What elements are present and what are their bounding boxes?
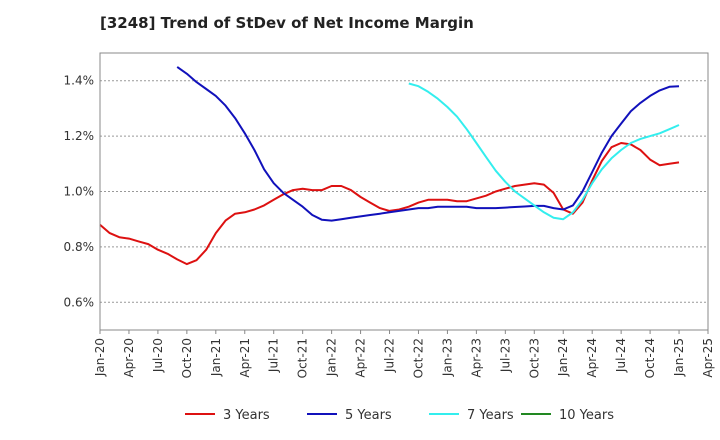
x-tick-label: Apr-20 xyxy=(122,338,136,378)
series-line-3-years xyxy=(99,142,680,266)
y-tick-label: 1.0% xyxy=(64,185,95,199)
x-tick-label: Oct-21 xyxy=(296,338,310,378)
legend-label: 10 Years xyxy=(559,408,614,423)
legend-label: 7 Years xyxy=(467,408,514,423)
x-tick-label: Jul-23 xyxy=(498,338,512,373)
x-tick-label: Jul-22 xyxy=(383,338,397,373)
series-lines xyxy=(99,66,680,266)
x-tick-label: Apr-23 xyxy=(469,338,483,378)
x-tick-label: Jan-25 xyxy=(672,338,686,377)
x-axis-ticks: Jan-20 Apr-20 Jul-20 Oct-20 Jan-21 Apr-21 Jul-… xyxy=(93,330,715,378)
x-tick-label: Jan-24 xyxy=(556,338,570,377)
y-tick-label: 0.6% xyxy=(64,295,95,309)
x-tick-label: Apr-21 xyxy=(238,338,252,378)
x-tick-label: Apr-22 xyxy=(354,338,368,378)
x-tick-label: Jan-23 xyxy=(440,338,454,377)
legend: 3 Years 5 Years 7 Years 10 Years xyxy=(185,408,614,423)
y-tick-label: 0.8% xyxy=(64,240,95,254)
x-tick-label: Apr-25 xyxy=(701,338,715,378)
x-tick-label: Jul-24 xyxy=(614,338,628,373)
x-tick-label: Jul-21 xyxy=(267,338,281,373)
x-tick-label: Jul-20 xyxy=(151,338,165,373)
series-line-7-years xyxy=(408,82,680,221)
x-tick-label: Oct-24 xyxy=(643,338,657,378)
plot-area xyxy=(99,52,709,331)
chart-title: [3248] Trend of StDev of Net Income Marg… xyxy=(100,14,474,32)
x-tick-label: Apr-24 xyxy=(585,338,599,378)
series-line-5-years xyxy=(176,66,680,222)
x-tick-label: Oct-20 xyxy=(180,338,194,378)
y-tick-label: 1.2% xyxy=(64,129,95,143)
y-tick-label: 1.4% xyxy=(64,74,95,88)
x-tick-label: Oct-22 xyxy=(411,338,425,378)
x-tick-label: Oct-23 xyxy=(527,338,541,378)
y-axis-ticks: 0.6% 0.8% 1.0% 1.2% 1.4% xyxy=(64,74,95,310)
legend-label: 3 Years xyxy=(223,408,270,423)
legend-label: 5 Years xyxy=(345,408,392,423)
grid-lines xyxy=(100,80,708,303)
x-tick-label: Jan-21 xyxy=(209,338,223,377)
x-tick-label: Jan-22 xyxy=(325,338,339,377)
x-tick-label: Jan-20 xyxy=(93,338,107,377)
